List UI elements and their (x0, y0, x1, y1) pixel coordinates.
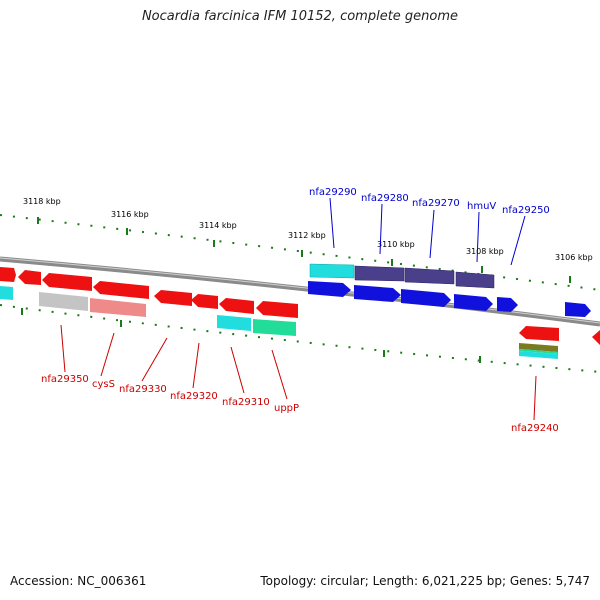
gene-nfa29280[interactable] (354, 265, 405, 282)
gene-mid-red-4[interactable] (256, 301, 298, 318)
gene-label-uppP: uppP (274, 403, 299, 414)
major-ticks (21, 217, 571, 363)
gene-cyan-small[interactable] (217, 315, 251, 331)
gene-left-red-4[interactable] (93, 281, 149, 299)
gene-mid-red-3[interactable] (219, 298, 254, 314)
kbp-label-3110: 3110 kbp (377, 240, 415, 249)
kbp-label-3114: 3114 kbp (199, 221, 237, 230)
gene-left-red-2[interactable] (18, 270, 41, 285)
reverse-strand-genes (0, 281, 591, 359)
gene-label-nfa29330: nfa29330 (119, 384, 167, 395)
gene-cyan-thin[interactable] (519, 351, 558, 359)
gene-label-nfa29320: nfa29320 (170, 391, 218, 402)
gene-nfa29270[interactable] (404, 267, 455, 285)
gene-blue-1[interactable] (308, 281, 351, 297)
gene-blue-4[interactable] (454, 294, 493, 311)
map-title: Nocardia farcinica IFM 10152, complete g… (141, 9, 459, 24)
gene-label-nfa29270: nfa29270 (412, 198, 460, 209)
kbp-label-3106: 3106 kbp (555, 253, 593, 262)
gene-hmuV[interactable] (455, 271, 495, 289)
kbp-label-3116: 3116 kbp (111, 210, 149, 219)
gene-nfa29350-left[interactable] (0, 267, 16, 282)
gene-nfa29290[interactable] (309, 263, 355, 279)
gene-label-hmuV: hmuV (467, 201, 496, 212)
genome-backbone (0, 256, 600, 327)
kbp-label-3108: 3108 kbp (466, 247, 504, 256)
gene-blue-2[interactable] (354, 285, 401, 302)
gene-green-thin[interactable] (519, 349, 558, 354)
gene-blue-3[interactable] (401, 289, 451, 307)
leader-lines-bottom (60, 324, 537, 421)
gene-blue-5[interactable] (497, 297, 518, 312)
gene-mid-red-1[interactable] (154, 290, 192, 306)
gene-mid-red-2[interactable] (191, 294, 218, 309)
kbp-label-3112: 3112 kbp (288, 231, 326, 240)
gene-edge-red[interactable] (592, 330, 600, 345)
leader-lines-top (329, 197, 526, 266)
kbp-label-3118: 3118 kbp (23, 197, 61, 206)
gene-green[interactable] (253, 319, 296, 336)
gene-label-nfa29240: nfa29240 (511, 423, 559, 434)
gene-label-nfa29350: nfa29350 (41, 374, 89, 385)
genome-summary-text: Topology: circular; Length: 6,021,225 bp… (260, 574, 590, 588)
gene-grey[interactable] (39, 292, 88, 311)
gene-left-red-3[interactable] (42, 273, 92, 291)
gene-label-cysS: cysS (92, 379, 115, 390)
gene-blue-6[interactable] (565, 302, 591, 317)
gene-label-nfa29290: nfa29290 (309, 187, 357, 198)
gene-label-nfa29250: nfa29250 (502, 205, 550, 216)
gene-left-cyan[interactable] (0, 286, 13, 300)
gene-right-red[interactable] (519, 326, 559, 341)
forward-strand-genes (0, 263, 600, 345)
gene-label-nfa29310: nfa29310 (222, 397, 270, 408)
gene-pink[interactable] (90, 298, 146, 317)
gene-label-nfa29280: nfa29280 (361, 193, 409, 204)
accession-text: Accession: NC_006361 (10, 574, 147, 588)
